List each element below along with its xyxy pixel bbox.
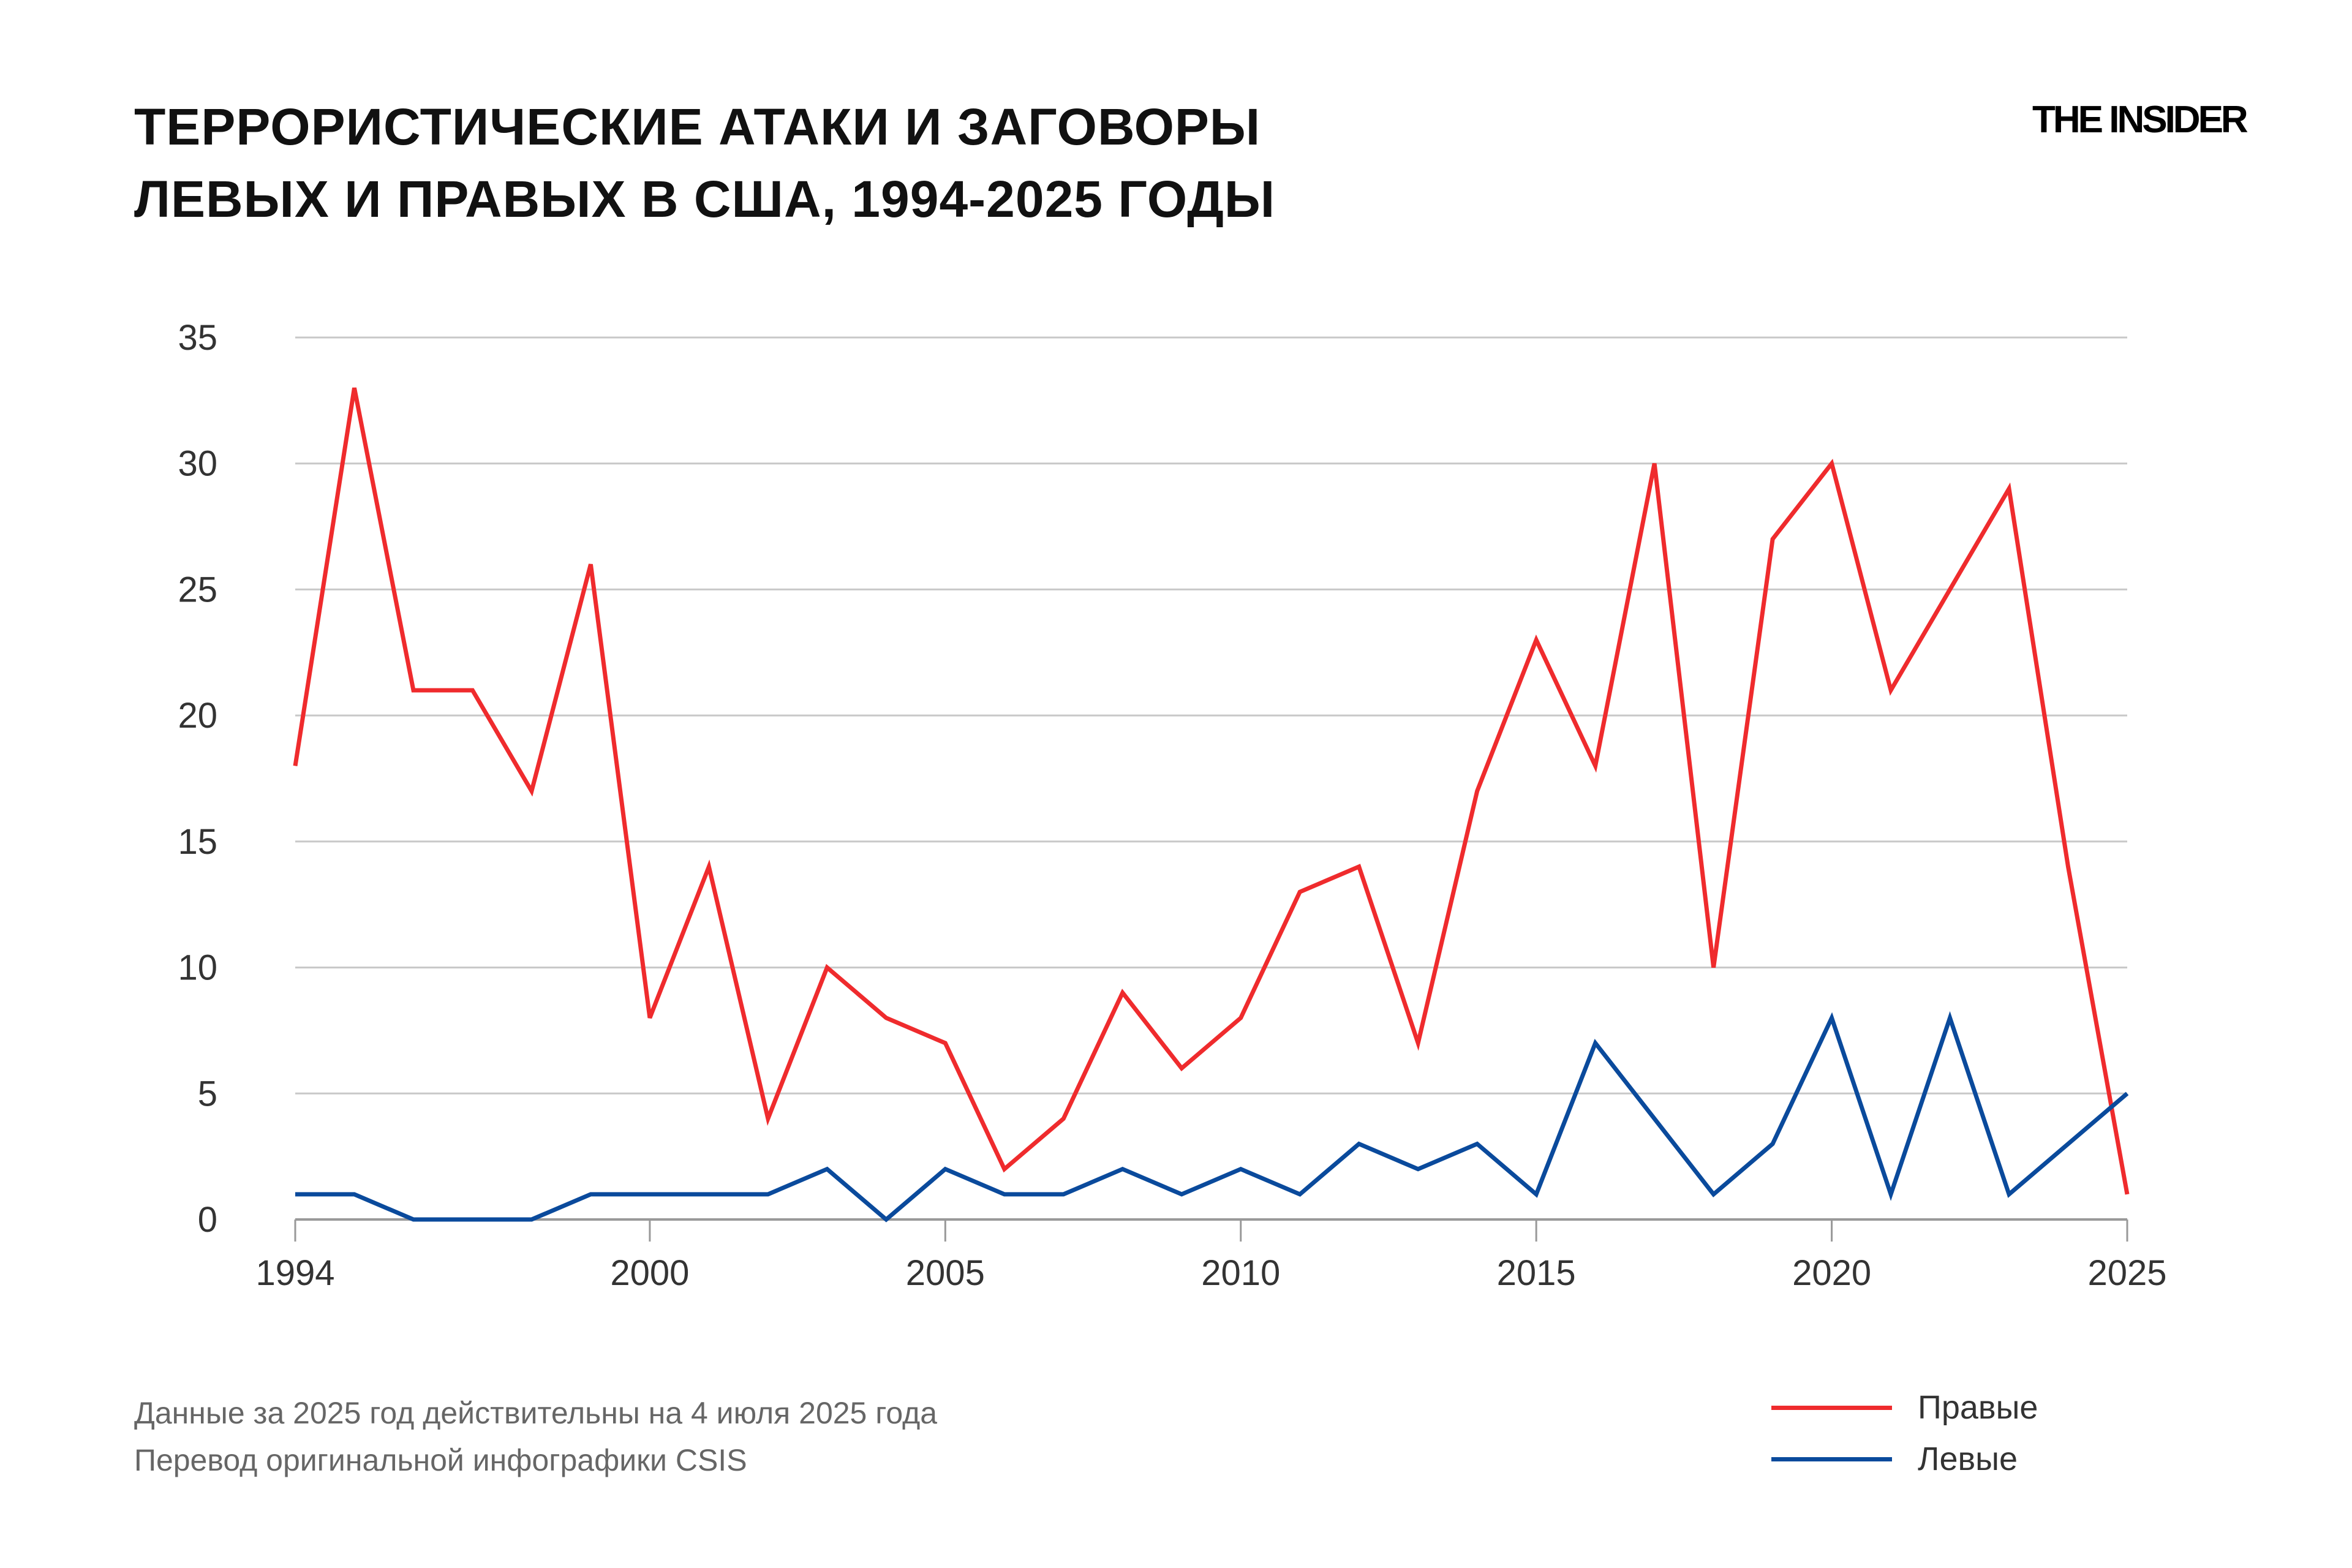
series-line-right bbox=[293, 387, 2130, 1195]
y-tick-label: 30 bbox=[178, 444, 217, 484]
series-line-left bbox=[295, 1011, 2129, 1223]
x-tick-label: 2015 bbox=[1497, 1253, 1576, 1293]
x-tick-label: 2010 bbox=[1201, 1253, 1280, 1293]
legend-label-left: Левые bbox=[1918, 1441, 2018, 1477]
y-tick-label: 10 bbox=[178, 948, 217, 988]
y-tick-label: 15 bbox=[178, 822, 217, 862]
legend-swatch-left bbox=[1771, 1457, 1892, 1461]
y-tick-label: 20 bbox=[178, 696, 217, 736]
x-tick-label: 2025 bbox=[2087, 1253, 2166, 1293]
y-tick-label: 0 bbox=[198, 1200, 217, 1240]
title-line-2: ЛЕВЫХ И ПРАВЫХ В США, 1994-2025 ГОДЫ bbox=[134, 170, 1276, 228]
y-tick-label: 5 bbox=[198, 1074, 217, 1114]
footnote-source: Перевод оригинальной инфографики CSIS bbox=[134, 1443, 747, 1477]
x-tick-label: 2000 bbox=[610, 1253, 689, 1293]
x-tick-label: 2020 bbox=[1792, 1253, 1871, 1293]
y-tick-label: 25 bbox=[178, 570, 217, 609]
legend-item-right: Правые bbox=[1771, 1389, 2038, 1427]
chart-title: ТЕРРОРИСТИЧЕСКИЕ АТАКИ И ЗАГОВОРЫ ЛЕВЫХ … bbox=[134, 91, 1275, 235]
y-tick-label: 35 bbox=[178, 318, 217, 358]
legend-item-left: Левые bbox=[1771, 1440, 2018, 1478]
footnote-date: Данные за 2025 год действительны на 4 ию… bbox=[134, 1396, 938, 1430]
x-tick-label: 1994 bbox=[255, 1253, 334, 1293]
x-tick-label: 2005 bbox=[906, 1253, 985, 1293]
the-insider-logo: THE INSIDER bbox=[2032, 99, 2248, 141]
legend-label-right: Правые bbox=[1918, 1389, 2038, 1426]
title-line-1: ТЕРРОРИСТИЧЕСКИЕ АТАКИ И ЗАГОВОРЫ bbox=[134, 98, 1261, 156]
legend-swatch-right bbox=[1771, 1405, 1892, 1410]
